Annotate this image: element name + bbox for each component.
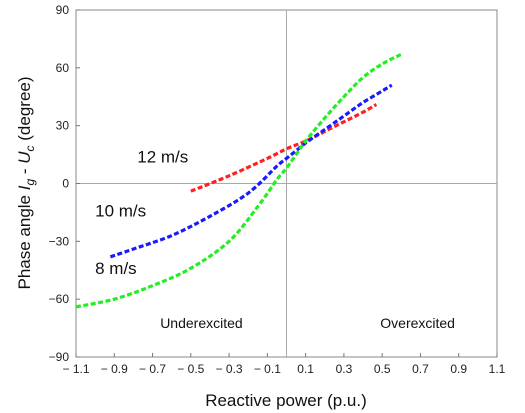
x-tick-label: 0.7 <box>412 362 429 376</box>
y-axis-title: Phase angle Ig - Uc (degree) <box>15 76 37 289</box>
y-tick-label: 90 <box>56 3 70 17</box>
x-tick-label: − 0.5 <box>177 362 204 376</box>
annotation-label: Underexcited <box>160 315 243 331</box>
annotation-label: 10 m/s <box>95 201 146 220</box>
y-axis-title-u: U <box>15 151 34 164</box>
x-tick-label: − 0.3 <box>216 362 243 376</box>
x-axis-title: Reactive power (p.u.) <box>205 391 367 410</box>
y-axis-title-part-end: (degree) <box>15 76 34 145</box>
series-line-10-m-s <box>109 83 393 259</box>
annotation-label: Overexcited <box>380 315 455 331</box>
x-tick-label: − 1.1 <box>62 362 89 376</box>
y-axis-title-part-1: Phase angle <box>15 190 34 289</box>
y-tick-label: 60 <box>56 61 70 75</box>
x-tick-label: 1.1 <box>489 362 506 376</box>
x-tick-label: − 0.9 <box>101 362 128 376</box>
x-tick-label: − 0.7 <box>139 362 166 376</box>
series-layer <box>75 52 403 309</box>
y-tick-label: 0 <box>62 177 69 191</box>
y-tick-label: 30 <box>56 119 70 133</box>
x-tick-label: 0.5 <box>374 362 391 376</box>
x-axis-ticks: − 1.1 − 0.9 − 0.7 − 0.5 − 0.3 − 0.1 0.1 0.3 0.5 0… <box>62 353 506 376</box>
x-tick-label: 0.1 <box>297 362 314 376</box>
y-axis-title-sub-c: c <box>23 145 37 151</box>
y-axis-title-sub-g: g <box>23 179 37 186</box>
y-axis-title-dash: - <box>15 164 34 179</box>
y-tick-label: −60 <box>49 292 70 306</box>
x-tick-label: 0.3 <box>336 362 353 376</box>
annotation-label: 12 m/s <box>137 147 188 166</box>
y-axis-ticks: −90 −60 −30 0 30 60 90 <box>49 3 80 364</box>
annotation-label: 8 m/s <box>95 259 137 278</box>
x-tick-label: − 0.1 <box>254 362 281 376</box>
y-tick-label: −90 <box>49 350 70 364</box>
series-line-12-m-s <box>190 103 378 193</box>
reference-lines <box>76 10 497 357</box>
x-tick-label: 0.9 <box>450 362 467 376</box>
y-axis-title-i: I <box>15 185 34 190</box>
y-tick-label: −30 <box>49 234 70 248</box>
series-line-8-m-s <box>75 52 403 309</box>
annotations: 12 m/s 10 m/s 8 m/s Underexcited Overexcited <box>95 147 455 331</box>
